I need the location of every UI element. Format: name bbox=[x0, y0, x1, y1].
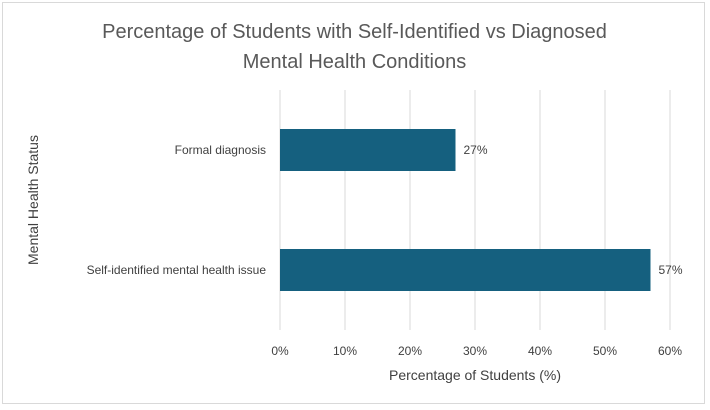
x-tick-label: 10% bbox=[333, 344, 357, 358]
bar bbox=[280, 129, 456, 171]
chart-title-line-1: Percentage of Students with Self-Identif… bbox=[102, 21, 607, 43]
bar bbox=[280, 249, 651, 291]
chart-frame: Percentage of Students with Self-Identif… bbox=[2, 2, 705, 404]
chart-title-line-2: Mental Health Conditions bbox=[242, 51, 467, 73]
x-tick-label: 20% bbox=[398, 344, 422, 358]
x-tick-label: 30% bbox=[463, 344, 487, 358]
x-tick-label: 60% bbox=[658, 344, 682, 358]
data-label: 57% bbox=[659, 263, 683, 277]
category-label: Self-identified mental health issue bbox=[87, 263, 267, 277]
x-tick-label: 50% bbox=[593, 344, 617, 358]
x-tick-label: 0% bbox=[271, 344, 289, 358]
y-axis-title: Mental Health Status bbox=[25, 135, 41, 265]
x-tick-label: 40% bbox=[528, 344, 552, 358]
data-label: 27% bbox=[464, 143, 488, 157]
category-label: Formal diagnosis bbox=[175, 143, 266, 157]
chart-title: Percentage of Students with Self-Identif… bbox=[3, 17, 706, 77]
x-axis-title: Percentage of Students (%) bbox=[389, 367, 561, 383]
